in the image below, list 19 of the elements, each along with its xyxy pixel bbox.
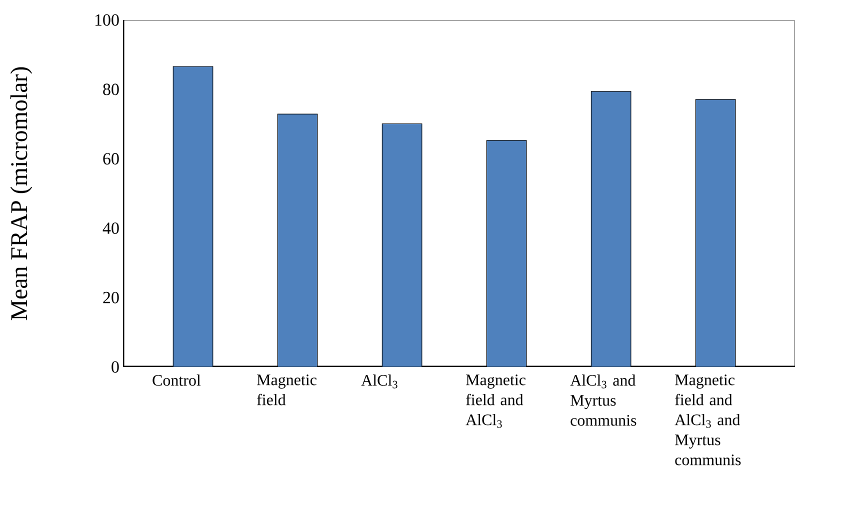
- bar: [172, 66, 214, 367]
- x-tick-label: Magnetic field: [257, 374, 316, 406]
- x-tick-label: Magnetic field and AlCl$_{3}$: [466, 374, 526, 428]
- y-axis-title: Mean FRAP (micromolar): [10, 67, 32, 320]
- bar: [486, 140, 527, 367]
- y-tick-label: 40: [102, 222, 119, 234]
- y-tick-label: 60: [103, 153, 119, 165]
- bar: [277, 114, 318, 367]
- y-tick-label: 100: [95, 14, 119, 26]
- x-tick-label: Control: [152, 374, 201, 386]
- y-tick-label: 20: [103, 292, 119, 304]
- x-tick-label: AlCl$_{3}$ and Myrtus communis: [570, 374, 636, 426]
- bar: [590, 91, 632, 367]
- bar: [382, 123, 422, 367]
- x-tick-label: AlCl$_{3}$: [361, 374, 398, 388]
- y-tick-label: 0: [112, 361, 119, 373]
- x-tick-label: Magnetic field and AlCl$_{3}$ and Myrtus communis: [674, 374, 741, 466]
- y-tick-label: 80: [103, 84, 119, 96]
- bar: [695, 99, 736, 367]
